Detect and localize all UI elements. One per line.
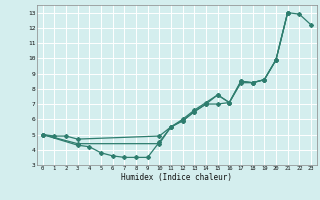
X-axis label: Humidex (Indice chaleur): Humidex (Indice chaleur) [121, 173, 232, 182]
